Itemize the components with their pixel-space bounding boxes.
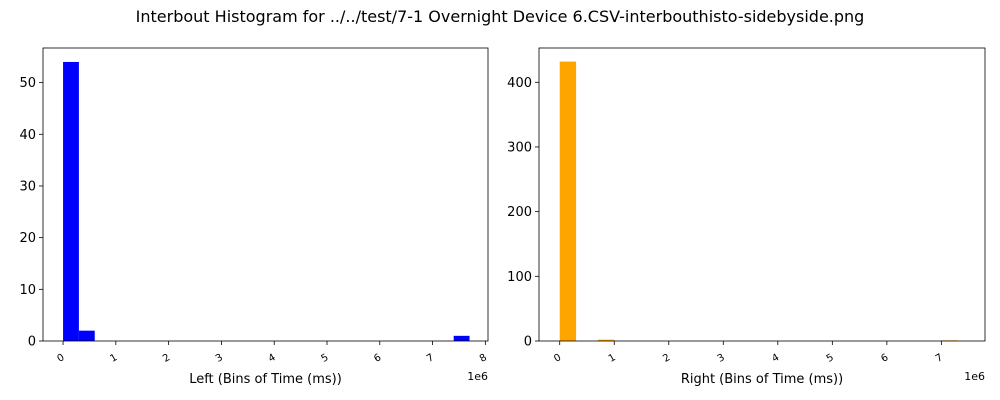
left-y-tick-label: 20: [19, 231, 36, 246]
left-x-tick-label: 7: [425, 352, 436, 365]
left-histogram-bar-0: [63, 61, 79, 341]
right-x-tick-label: 2: [661, 352, 672, 365]
left-x-tick-label: 5: [319, 352, 330, 365]
left-x-tick-label: 4: [267, 352, 278, 365]
left-histogram-bar-1: [78, 330, 95, 341]
right-y-tick-label: 100: [507, 270, 532, 285]
right-y-tick-label: 400: [507, 76, 532, 91]
left-x-offset-label: 1e6: [467, 370, 488, 383]
figure-title: Interbout Histogram for ../../test/7-1 O…: [136, 7, 865, 26]
left-y-tick-label: 10: [19, 283, 36, 298]
left-histogram-bar-2: [453, 335, 470, 341]
left-y-tick-label: 50: [19, 76, 36, 91]
right-histogram-bar-0: [559, 61, 577, 341]
right-x-tick-label: 3: [716, 352, 727, 365]
right-x-tick-label: 4: [770, 352, 781, 365]
right-x-tick-label: 5: [825, 352, 836, 365]
right-y-tick-label: 0: [524, 335, 532, 350]
left-x-tick-label: 2: [161, 352, 172, 365]
right-histogram: 0 1 2 3 4 5 6 7 0 100 200 300 400 Right (Bins of Time…: [507, 47, 986, 387]
right-x-axis-label: Right (Bins of Time (ms)): [681, 372, 843, 387]
right-y-tick-label: 300: [507, 140, 532, 155]
right-x-tick-label: 6: [879, 352, 890, 365]
left-x-axis-label: Left (Bins of Time (ms)): [189, 372, 342, 387]
right-y-tick-label: 200: [507, 205, 532, 220]
left-x-tick-label: 0: [56, 352, 67, 365]
left-x-tick-label: 8: [478, 352, 489, 365]
left-x-tick-label: 1: [108, 352, 119, 365]
right-x-tick-label: 1: [607, 352, 618, 365]
right-x-offset-label: 1e6: [964, 370, 985, 383]
left-y-tick-label: 30: [19, 179, 36, 194]
left-x-tick-label: 3: [214, 352, 225, 365]
left-y-tick-label: 0: [28, 335, 36, 350]
right-x-tick-label: 0: [552, 352, 563, 365]
left-y-tick-label: 40: [19, 128, 36, 143]
left-x-tick-label: 6: [372, 352, 383, 365]
left-axes-frame: [42, 47, 489, 342]
right-histogram-bar-1: [597, 339, 615, 341]
right-x-tick-label: 7: [934, 352, 945, 365]
left-histogram: 0 1 2 3 4 5 6 7 8 0 10 20 30 40 50 Left (Bins of Time (…: [19, 47, 489, 387]
right-axes-frame: [538, 47, 986, 342]
